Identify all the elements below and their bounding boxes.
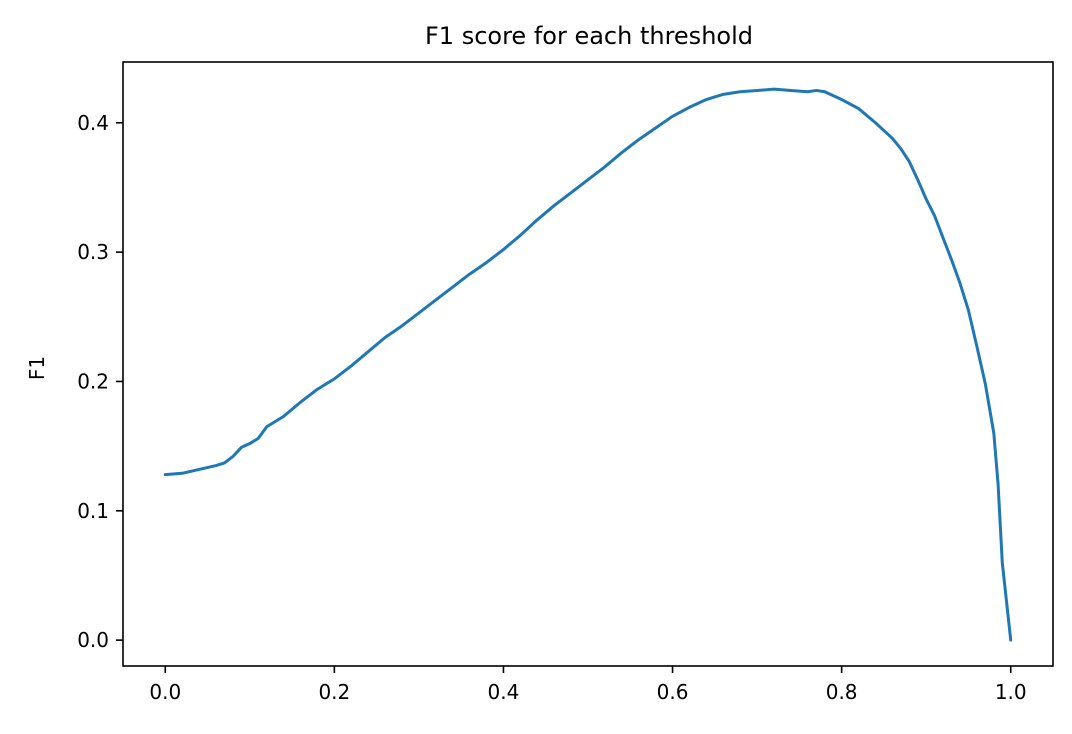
y-tick-label: 0.0	[77, 628, 109, 652]
f1-line	[163, 87, 1013, 642]
y-tick-label: 0.2	[77, 369, 109, 393]
x-tick-label: 0.2	[318, 680, 350, 704]
y-tick-label: 0.3	[77, 240, 109, 264]
chart-title: F1 score for each threshold	[425, 22, 753, 50]
x-tick-label: 0.4	[488, 680, 520, 704]
x-tick-label: 0.6	[657, 680, 689, 704]
x-tick-label: 0.8	[826, 680, 858, 704]
x-tick-label: 1.0	[995, 680, 1027, 704]
x-tick-label: 0.0	[149, 680, 181, 704]
plot-frame	[122, 61, 1054, 667]
y-tick-label: 0.4	[77, 111, 109, 135]
x-axis-ticks: 0.0 0.2 0.4 0.6 0.8 1.0	[149, 666, 1027, 704]
y-axis-ticks: 0.0 0.1 0.2 0.3 0.4	[77, 111, 123, 652]
y-axis-label: F1	[25, 356, 49, 380]
y-tick-label: 0.1	[77, 499, 109, 523]
